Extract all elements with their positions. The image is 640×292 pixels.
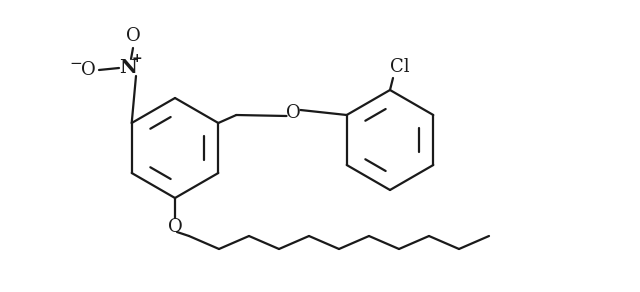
- Text: O: O: [286, 104, 301, 122]
- Text: O: O: [168, 218, 182, 236]
- Text: O: O: [125, 27, 140, 45]
- Text: Cl: Cl: [390, 58, 410, 76]
- Text: O: O: [81, 61, 95, 79]
- Text: −: −: [70, 55, 83, 70]
- Text: +: +: [132, 53, 142, 65]
- Text: N: N: [119, 59, 137, 77]
